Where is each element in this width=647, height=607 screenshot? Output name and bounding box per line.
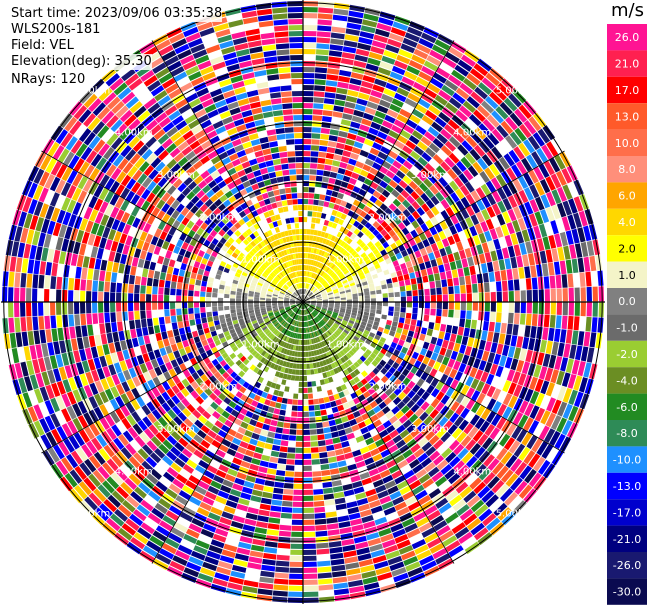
range-ring-label: 3.00km [157, 424, 195, 435]
velocity-gates [5, 4, 595, 603]
colorbar-swatch [607, 367, 647, 394]
azimuth-spokes [1, 0, 605, 604]
colorbar-tick-label: 17.0 [615, 84, 640, 97]
velocity-gates [22, 7, 592, 603]
velocity-gates [8, 7, 604, 597]
range-ring-label: 4.00km [453, 466, 491, 477]
colorbar-swatch [607, 208, 647, 236]
colorbar-swatch [607, 525, 647, 552]
range-ring-label: 2.00km [199, 382, 237, 393]
range-ring-label: 3.00km [157, 170, 195, 181]
colorbar-tick-label: -13.0 [613, 480, 641, 493]
colorbar-tick-label: 21.0 [615, 58, 640, 71]
colorbar-swatch [607, 103, 647, 130]
colorbar-tick-label: -30.0 [613, 586, 641, 599]
range-ring-label: 5.00km [72, 509, 110, 520]
range-ring-label: 2.00km [369, 212, 407, 223]
range-ring-label: 2.00km [199, 212, 237, 223]
range-ring-label: 1.00km [242, 339, 280, 350]
colorbar-tick-label: -2.0 [616, 348, 637, 361]
colorbar-tick-label: 10.0 [615, 137, 640, 150]
velocity-gates [26, 13, 598, 602]
velocity-gates [44, 1, 603, 591]
colorbar-tick-label: 6.0 [618, 190, 636, 203]
range-ring-labels: 1.00km 1.00km 1.00km 1.00km 2.00km 2.00km 2.00… [72, 85, 533, 519]
range-ring-label: 1.00km [242, 255, 280, 266]
colorbar-swatch [607, 288, 647, 315]
colorbar-tick-label: -10.0 [613, 454, 641, 467]
range-ring-label: 4.00km [115, 128, 153, 139]
azimuth-spoke [41, 150, 304, 303]
azimuth-spoke [41, 301, 304, 454]
range-ring-label: 1.00km [326, 255, 364, 266]
colorbar-tick-label: -8.0 [616, 427, 637, 440]
azimuth-spoke [151, 40, 304, 303]
start-time-label: Start time: 2023/09/06 03:35:38 [11, 6, 223, 22]
colorbar-swatch [607, 129, 647, 156]
site-label: WLS200s-181 [11, 22, 101, 38]
colorbar-tick-label: -26.0 [613, 559, 641, 572]
colorbar-swatch [607, 156, 647, 183]
colorbar-tick-label: 0.0 [618, 295, 636, 308]
colorbar-tick-label: 4.0 [618, 216, 636, 229]
range-ring-label: 5.00km [72, 85, 110, 96]
colorbar-tick-label: -6.0 [616, 401, 637, 414]
colorbar-swatch [607, 499, 647, 526]
range-ring-label: 5.00km [496, 509, 534, 520]
range-ring-label: 2.00km [369, 382, 407, 393]
colorbar-tick-label: 26.0 [615, 31, 640, 44]
colorbar-tick-label: 2.0 [618, 242, 636, 255]
azimuth-spoke [302, 150, 565, 303]
azimuth-spoke [302, 301, 455, 564]
range-ring-label: 5.00km [496, 85, 534, 96]
colorbar-swatch [607, 552, 647, 579]
colorbar-swatch [607, 472, 647, 500]
colorbar-tick-label: 13.0 [615, 110, 640, 123]
azimuth-spoke [302, 301, 565, 454]
colorbar-swatch [607, 182, 647, 209]
azimuth-spoke [151, 301, 304, 564]
colorbar-tick-label: -17.0 [613, 506, 641, 519]
colorbar-tick-label: 1.0 [618, 269, 636, 282]
colorbar-swatch [607, 340, 647, 368]
field-label: Field: VEL [11, 38, 74, 54]
nrays-label: NRays: 120 [11, 72, 86, 88]
colorbar-swatch [607, 446, 647, 473]
colorbar-tick-label: -1.0 [616, 322, 637, 335]
colorbar-tick-label: -21.0 [613, 533, 641, 546]
velocity-field [2, 1, 604, 604]
range-ring-label: 4.00km [115, 466, 153, 477]
range-ring-label: 3.00km [411, 170, 449, 181]
colorbar-swatch [607, 578, 647, 605]
range-ring-label: 3.00km [411, 424, 449, 435]
velocity-gates [26, 8, 595, 584]
azimuth-spoke [302, 40, 455, 303]
colorbar-swatch [607, 420, 647, 447]
elevation-label: Elevation(deg): 35.30 [11, 54, 152, 70]
colorbar-swatch [607, 261, 647, 288]
colorbar-swatch [607, 76, 647, 104]
velocity-gates [26, 8, 592, 588]
colorbar-swatch [607, 50, 647, 77]
colorbar-unit-label: m/s [611, 0, 644, 21]
range-ring-label: 1.00km [326, 339, 364, 350]
colorbar-swatch [607, 24, 647, 51]
colorbar-swatch [607, 314, 647, 341]
velocity-gates [20, 11, 597, 604]
range-ring-label: 4.00km [453, 128, 491, 139]
colorbar-swatch [607, 235, 647, 262]
colorbar: 26.0 21.0 17.0 13.0 10.0 8.0 6.0 4.0 2.0 1.0 0.0 -1… [607, 24, 647, 605]
colorbar-tick-label: 8.0 [618, 163, 636, 176]
colorbar-swatch [607, 393, 647, 420]
colorbar-tick-label: -4.0 [616, 374, 637, 387]
velocity-gates [15, 1, 597, 584]
